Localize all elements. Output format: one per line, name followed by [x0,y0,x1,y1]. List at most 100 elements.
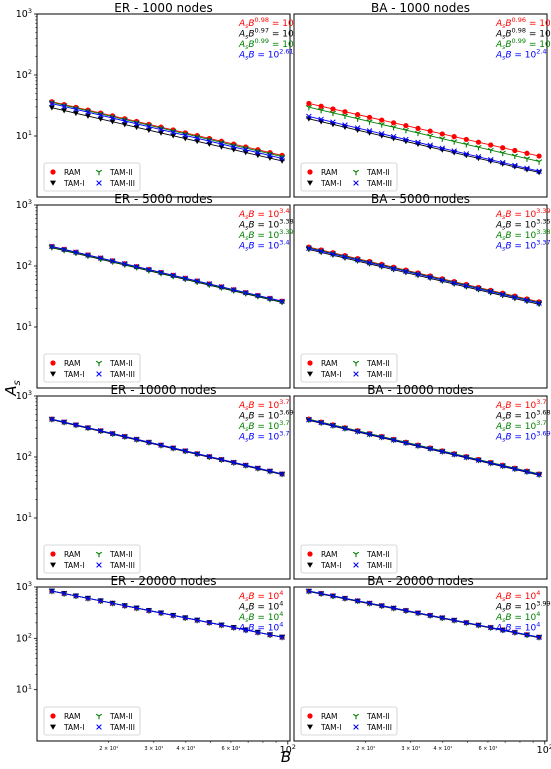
tam-iii-marker [318,590,324,597]
tam-iii-marker [342,254,348,260]
tam-iii-marker [354,125,361,131]
legend-label: TAM-II [366,168,390,177]
tam-ii-marker [341,113,349,119]
fit-line [308,590,540,638]
tam-iii-marker [353,180,359,186]
tam-iii-marker [524,632,530,638]
tam-iii-marker [49,243,55,250]
tam-iii-marker [415,139,421,146]
tam-iii-marker [279,155,285,162]
tam-iii-marker [133,436,140,443]
tam-iii-marker [121,433,128,440]
tam-i-marker [72,110,79,117]
tam-iii-marker [390,265,397,272]
y-tick-label: 101 [16,129,32,142]
tam-iii-marker [97,255,104,261]
fit-line [51,418,283,475]
tam-iii-marker [61,103,67,110]
tam-ii-marker [511,153,518,159]
y-tick-label: 102 [16,68,32,81]
x-tick-label: 3 × 10¹ [144,746,163,752]
legend-label: TAM-III [109,723,135,732]
tam-iii-marker [318,248,324,254]
legend-label: RAM [321,359,338,368]
tam-iii-marker [354,257,361,263]
tam-iii-marker [230,624,237,631]
tam-iii-marker [415,442,421,449]
tam-ii-marker [499,150,506,157]
fit-annotation: AsB = 103.35 [495,218,551,232]
fit-annotation: AsB = 103.69 [495,430,551,444]
tam-iii-marker [279,298,285,304]
tam-iii-marker [96,562,102,568]
fit-line [308,419,540,476]
ram-marker [50,713,56,719]
tam-iii-marker [96,180,102,186]
x-tick-label: 6 × 10¹ [221,746,240,752]
tam-iii-marker [354,598,361,604]
panel-title: ER - 20000 nodes [110,574,216,588]
y-tick-label: 103 [16,7,32,20]
tam-ii-marker [378,122,385,128]
tam-ii-marker [439,136,446,142]
tam-iii-marker [330,593,336,599]
tam-iii-marker [439,145,446,151]
tam-iii-marker [121,261,128,267]
tam-iii-marker [97,598,104,604]
tam-iii-marker [146,607,152,614]
legend-label: TAM-II [109,550,133,559]
tam-iii-marker [242,462,249,469]
fit-annotation: AsB = 103.7 [495,419,547,433]
y-tick-label: 101 [16,320,32,333]
tam-iii-marker [451,148,457,154]
x-tick-label: 6 × 10¹ [478,746,497,752]
tam-iii-marker [306,416,312,423]
tam-iii-marker [415,610,421,616]
tam-iii-marker [427,274,433,280]
legend-box [300,544,398,574]
fit-line [51,245,283,302]
tam-i-marker [133,124,140,131]
tam-iii-marker [390,437,397,443]
tam-iii-marker [255,292,261,299]
tam-iii-marker [366,259,373,266]
tam-ii-marker [95,169,103,176]
tam-iii-marker [403,268,409,275]
tam-i-marker [50,562,56,568]
fit-annotation: AsB = 104 [238,589,283,603]
tam-iii-marker [524,297,530,303]
tam-iii-marker [109,115,116,121]
tam-ii-marker [366,119,373,125]
tam-iii-marker [451,280,457,286]
ram-marker [307,713,313,719]
ram-marker [307,169,313,175]
legend: RAM TAM-II TAM-I TAM-III [300,162,398,192]
tam-iii-marker [242,289,249,296]
tam-i-marker [50,180,56,186]
tam-iii-marker [439,277,446,283]
tam-i-marker [145,127,152,133]
tam-iii-marker [267,152,273,159]
tam-ii-marker [427,133,434,140]
tam-iii-marker [73,249,79,255]
tam-ii-marker [487,147,494,154]
tam-ii-marker [451,139,458,145]
legend-label: TAM-III [109,370,135,379]
tam-iii-marker [378,262,385,269]
legend: RAM TAM-II TAM-I TAM-III [43,706,141,736]
legend: RAM TAM-II TAM-I TAM-III [300,706,398,736]
tam-iii-marker [133,263,140,270]
tam-iii-marker [255,629,261,636]
legend-label: TAM-I [63,179,85,188]
tam-iii-marker [109,430,116,437]
fit-annotation: AsB = 103.37 [495,239,551,253]
tam-iii-marker [366,600,373,606]
legend-label: TAM-III [109,179,135,188]
tam-iii-marker [463,619,470,626]
tam-iii-marker [85,109,91,115]
tam-iii-marker [279,634,285,640]
